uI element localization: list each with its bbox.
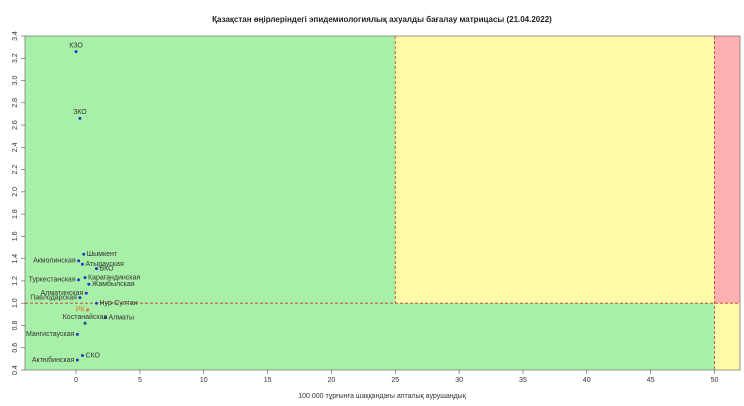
- data-point: [77, 278, 81, 282]
- x-tick-label: 15: [264, 377, 272, 384]
- data-point: [75, 358, 79, 362]
- point-label: Павлодарская: [30, 294, 77, 301]
- point-label: СКО: [85, 352, 100, 359]
- x-tick-label: 45: [647, 377, 655, 384]
- x-tick-label: 25: [391, 377, 399, 384]
- zone-red: [714, 36, 740, 304]
- point-label: ЗКО: [73, 109, 87, 116]
- point-label: КЗО: [69, 42, 83, 49]
- point-label: Жамбылская: [92, 280, 135, 288]
- data-point: [75, 332, 79, 336]
- zone-yellow: [714, 303, 740, 370]
- data-point: [82, 252, 86, 256]
- point-label: Шымкент: [87, 251, 118, 258]
- y-tick-label: 2.0: [12, 187, 19, 197]
- data-point: [95, 301, 98, 305]
- data-point: [78, 296, 82, 300]
- chart-title: Қазақстан өңірлеріндегі эпидемиологиялық…: [212, 15, 552, 24]
- data-point: [83, 276, 87, 280]
- data-point: [74, 50, 78, 54]
- y-tick-label: 2.6: [12, 120, 19, 130]
- point-label: Костанайская: [63, 313, 108, 321]
- x-tick-label: 30: [455, 377, 463, 384]
- point-label: ВКО: [100, 266, 115, 273]
- y-tick-label: 0.8: [12, 320, 19, 330]
- y-tick-label: 1.4: [12, 254, 19, 264]
- zone-yellow: [395, 36, 715, 304]
- point-label: Актюбинская: [32, 356, 75, 364]
- point-label: Алматинская: [41, 290, 84, 297]
- x-tick-label: 35: [519, 377, 527, 384]
- y-tick-label: 1.0: [12, 298, 19, 308]
- data-point: [80, 354, 84, 358]
- y-tick-label: 3.2: [12, 53, 19, 63]
- data-point: [86, 308, 90, 312]
- data-point: [77, 259, 81, 263]
- plot-frame: [24, 35, 741, 371]
- x-tick-label: 5: [138, 377, 142, 384]
- x-axis-label: 100 000 тұрғынға шаққандағы апталық ауру…: [298, 393, 466, 400]
- y-tick-label: 3.4: [12, 31, 19, 41]
- data-point: [83, 321, 87, 325]
- point-label: Акмолинская: [33, 258, 76, 265]
- zone-green: [25, 303, 715, 370]
- data-point: [87, 282, 91, 286]
- data-point: [103, 316, 107, 320]
- x-tick-label: 40: [583, 377, 591, 384]
- data-point: [84, 291, 88, 295]
- y-tick-label: 0.4: [12, 365, 19, 375]
- x-tick-label: 10: [200, 377, 208, 384]
- y-tick-label: 2.2: [12, 165, 19, 175]
- y-tick-label: 1.8: [12, 209, 19, 219]
- x-tick-label: 0: [74, 377, 78, 384]
- y-tick-label: 1.6: [12, 231, 19, 241]
- y-tick-label: 0.6: [12, 343, 19, 353]
- data-point: [78, 116, 82, 120]
- point-label: Алматы: [108, 315, 134, 322]
- point-label: Туркестанская: [29, 277, 76, 284]
- point-label: РК: [76, 307, 86, 314]
- data-point: [80, 262, 84, 266]
- y-tick-label: 2.8: [12, 98, 19, 108]
- zone-green: [25, 36, 396, 304]
- x-tick-label: 50: [711, 377, 719, 384]
- point-label: Карагандинская: [88, 274, 140, 281]
- y-tick-label: 1.2: [12, 276, 19, 286]
- x-tick-label: 20: [328, 377, 336, 384]
- y-tick-label: 3.0: [12, 76, 19, 86]
- point-label: Нур-Султан: [100, 300, 138, 307]
- y-tick-label: 2.4: [12, 142, 19, 152]
- point-label: Атырауская: [85, 261, 123, 268]
- data-point: [95, 267, 98, 271]
- point-label: Мангистауская: [26, 331, 75, 338]
